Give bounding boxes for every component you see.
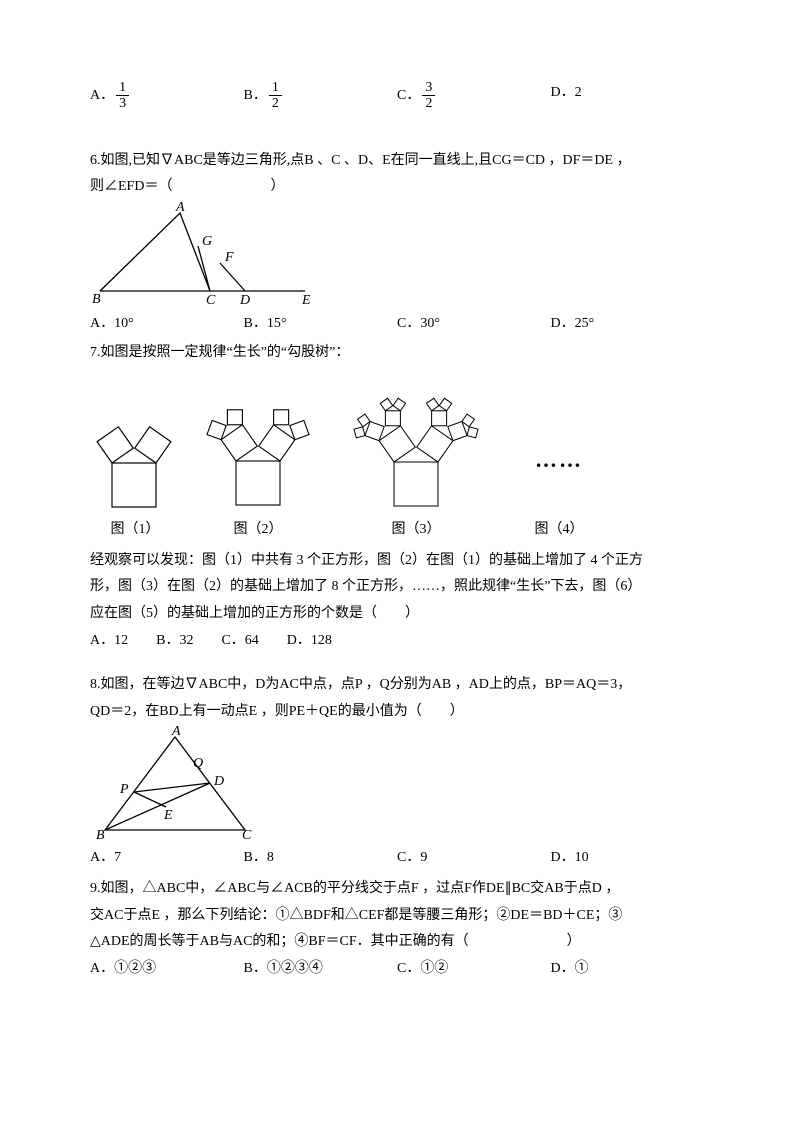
- q7-options: A．12 B．32 C．64 D．128: [90, 628, 704, 655]
- svg-text:C: C: [206, 293, 216, 308]
- q6-opt-a: A．10°: [90, 311, 244, 338]
- q7-body3: 应在图（5）的基础上增加的正方形的个数是（ ）: [90, 601, 704, 628]
- q8-opt-a: A．7: [90, 845, 244, 872]
- svg-text:E: E: [163, 808, 173, 823]
- q9-options: A．①②③ B．①②③④ C．①② D．①: [90, 956, 704, 983]
- svg-text:A: A: [175, 201, 185, 215]
- q5-opt-d: D．2: [551, 80, 705, 112]
- q6: 6.如图,已知∇ABC是等边三角形,点B 、C 、D、E在同一直线上,且CG＝C…: [90, 148, 704, 338]
- q6-opt-c: C．30°: [397, 311, 551, 338]
- q5-options: A．13 B．12 C．32 D．2: [90, 80, 704, 112]
- q9-opt-d: D．①: [551, 956, 705, 983]
- svg-text:B: B: [96, 828, 105, 843]
- q5-opt-a: A．13: [90, 80, 244, 112]
- q7-figures: 图（1） 图（2）: [90, 376, 704, 544]
- q9-line1: 9.如图，△ABC中，∠ABC与∠ACB的平分线交于点F ，过点F作DE∥BC交…: [90, 876, 704, 903]
- q8-stem1: 8.如图，在等边∇ABC中，D为AC中点，点P ，Q分别为AB ，AD上的点，B…: [90, 672, 704, 699]
- q7-body2: 形，图（3）在图（2）的基础上增加了 8 个正方形，……，照此规律“生长”下去，…: [90, 574, 704, 601]
- q6-options: A．10° B．15° C．30° D．25°: [90, 311, 704, 338]
- q7-fig2: 图（2）: [198, 391, 318, 544]
- q8-opt-c: C．9: [397, 845, 551, 872]
- q6-stem-line2: 则∠EFD＝（ ）: [90, 174, 704, 201]
- q9: 9.如图，△ABC中，∠ABC与∠ACB的平分线交于点F ，过点F作DE∥BC交…: [90, 876, 704, 982]
- q7-fig1: 图（1）: [90, 411, 180, 544]
- q8-opt-d: D．10: [551, 845, 705, 872]
- q7: 7.如图是按照一定规律“生长”的“勾股树”： 图（1）: [90, 340, 704, 655]
- svg-text:D: D: [239, 293, 250, 308]
- q7-fig4: …… 图（4）: [514, 439, 604, 543]
- svg-text:F: F: [224, 250, 234, 265]
- q7-cap4: 图（4）: [535, 517, 584, 544]
- q6-figure: A B C D E G F: [90, 201, 320, 311]
- q7-dots: ……: [535, 439, 583, 481]
- q6-stem-line1: 6.如图,已知∇ABC是等边三角形,点B 、C 、D、E在同一直线上,且CG＝C…: [90, 148, 704, 175]
- q7-fig3: 图（3）: [336, 376, 496, 544]
- q9-opt-a: A．①②③: [90, 956, 244, 983]
- svg-text:D: D: [213, 774, 224, 789]
- svg-text:C: C: [242, 828, 252, 843]
- q8-figure: A B C D Q P E: [90, 725, 270, 845]
- q7-body1: 经观察可以发现：图（1）中共有 3 个正方形，图（2）在图（1）的基础上增加了 …: [90, 548, 704, 575]
- svg-text:G: G: [202, 234, 212, 249]
- q5-opt-b: B．12: [244, 80, 398, 112]
- q6-opt-d: D．25°: [551, 311, 705, 338]
- q6-opt-b: B．15°: [244, 311, 398, 338]
- q9-opt-c: C．①②: [397, 956, 551, 983]
- svg-text:P: P: [119, 782, 129, 797]
- q8-opt-b: B．8: [244, 845, 398, 872]
- svg-text:Q: Q: [193, 756, 203, 771]
- q8-options: A．7 B．8 C．9 D．10: [90, 845, 704, 872]
- svg-text:B: B: [92, 292, 101, 307]
- svg-text:E: E: [301, 293, 311, 308]
- q9-line2: 交AC于点E ，那么下列结论：①△BDF和△CEF都是等腰三角形；②DE＝BD＋…: [90, 903, 704, 930]
- q5-opt-c: C．32: [397, 80, 551, 112]
- q9-opt-b: B．①②③④: [244, 956, 398, 983]
- q7-cap1: 图（1）: [111, 517, 160, 544]
- q8: 8.如图，在等边∇ABC中，D为AC中点，点P ，Q分别为AB ，AD上的点，B…: [90, 672, 704, 872]
- svg-text:A: A: [171, 725, 181, 739]
- q8-stem2: QD＝2，在BD上有一动点E ，则PE＋QE的最小值为（ ）: [90, 699, 704, 726]
- q7-stem: 7.如图是按照一定规律“生长”的“勾股树”：: [90, 340, 704, 367]
- q7-cap3: 图（3）: [392, 517, 441, 544]
- q7-cap2: 图（2）: [234, 517, 283, 544]
- q9-line3: △ADE的周长等于AB与AC的和；④BF＝CF．其中正确的有（ ）: [90, 929, 704, 956]
